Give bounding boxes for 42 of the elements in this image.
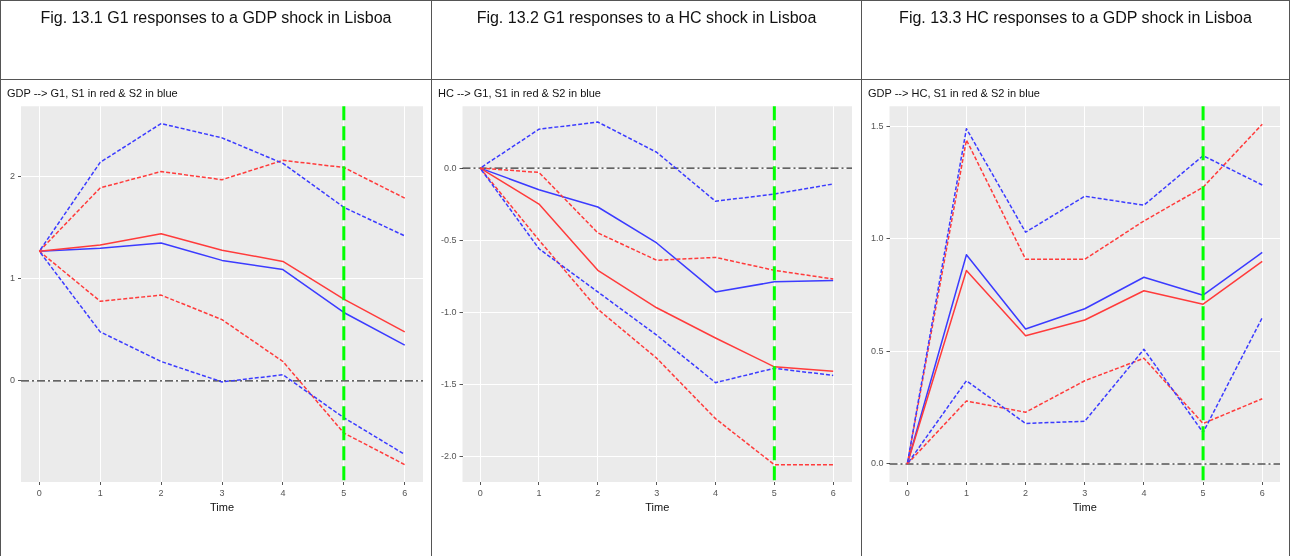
chart-subtitle: GDP --> HC, S1 in red & S2 in blue — [868, 86, 1040, 99]
x-axis-title: Time — [645, 501, 670, 514]
y-tick-label: 1 — [9, 273, 16, 284]
y-tick-label: 1.0 — [871, 233, 884, 244]
x-tick-label: 2 — [158, 487, 164, 498]
x-tick-label: 3 — [654, 487, 660, 498]
x-tick-label: 6 — [402, 487, 408, 498]
chart-title: Fig. 13.3 HC responses to a GDP shock in Lisboa — [862, 0, 1289, 80]
chart-subtitle: HC --> G1, S1 in red & S2 in blue — [438, 86, 601, 99]
x-tick-label: 1 — [963, 487, 969, 498]
y-tick-label: 0.5 — [871, 345, 884, 356]
y-tick-label: 2 — [9, 171, 16, 182]
x-tick-label: 1 — [536, 487, 542, 498]
x-tick-label: 4 — [280, 487, 286, 498]
x-tick-label: 4 — [1141, 487, 1147, 498]
x-tick-label: 2 — [1023, 487, 1029, 498]
x-tick-label: 5 — [341, 487, 347, 498]
x-tick-label: 2 — [595, 487, 601, 498]
x-tick-label: 0 — [904, 487, 910, 498]
x-tick-label: 6 — [1259, 487, 1265, 498]
x-tick-label: 5 — [771, 487, 777, 498]
x-axis-title: Time — [209, 501, 235, 514]
x-tick-label: 1 — [97, 487, 103, 498]
y-tick-label: 0.0 — [871, 458, 884, 469]
y-tick-label: 0 — [9, 375, 16, 386]
y-tick-label: -2.0 — [440, 450, 457, 461]
x-tick-label: 0 — [477, 487, 483, 498]
chart-title: Fig. 13.1 G1 responses to a GDP shock in Lisboa — [1, 0, 431, 80]
y-tick-label: 0.0 — [443, 162, 457, 173]
x-tick-label: 3 — [1082, 487, 1088, 498]
y-tick-label: -1.5 — [440, 378, 457, 389]
x-tick-label: 0 — [36, 487, 42, 498]
x-tick-label: 3 — [219, 487, 225, 498]
chart-subtitle: GDP --> G1, S1 in red & S2 in blue — [7, 86, 178, 99]
x-tick-label: 4 — [712, 487, 719, 498]
chart-title: Fig. 13.2 G1 responses to a HC shock in Lisboa — [432, 0, 861, 80]
y-tick-label: 1.5 — [871, 120, 884, 131]
y-tick-label: -0.5 — [440, 234, 457, 245]
x-tick-label: 5 — [1200, 487, 1206, 498]
y-tick-label: -1.0 — [440, 306, 457, 317]
x-tick-label: 6 — [830, 487, 836, 498]
x-axis-title: Time — [1072, 501, 1097, 514]
